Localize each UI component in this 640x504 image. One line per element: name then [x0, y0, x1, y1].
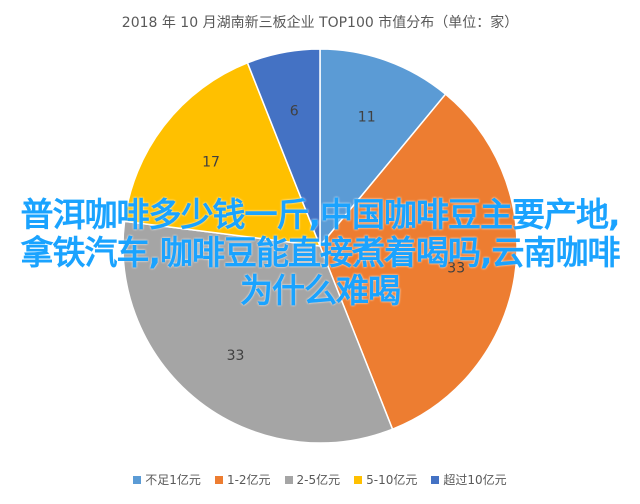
data-label: 11: [358, 109, 376, 125]
legend-item: 不足1亿元: [133, 471, 201, 488]
legend-item: 1-2亿元: [214, 471, 271, 488]
data-label: 33: [227, 348, 245, 364]
legend-label: 超过10亿元: [443, 473, 507, 487]
slice-5-10: [123, 61, 322, 247]
data-label: 17: [202, 154, 220, 170]
legend-swatch: [431, 475, 440, 484]
legend-item: 2-5亿元: [284, 471, 341, 488]
data-label: 33: [447, 261, 465, 277]
slice-under-1: [319, 48, 447, 249]
legend-label: 5-10亿元: [366, 473, 418, 487]
legend-label: 2-5亿元: [296, 473, 341, 487]
pie-chart: 11 33 33 17 6: [122, 48, 518, 444]
chart-title: 2018 年 10 月湖南新三板企业 TOP100 市值分布（单位：家）: [121, 15, 519, 31]
slice-over-10: [246, 48, 321, 247]
slice-2-5: [122, 220, 394, 444]
legend-label: 1-2亿元: [226, 473, 271, 487]
legend-item: 5-10亿元: [354, 471, 417, 488]
legend-swatch: [284, 475, 293, 484]
data-label: 6: [290, 104, 299, 120]
slice-1-2: [319, 93, 518, 431]
legend-label: 不足1亿元: [145, 473, 201, 487]
legend: 不足1亿元 1-2亿元 2-5亿元 5-10亿元 超过10亿元: [0, 471, 640, 488]
legend-swatch: [354, 475, 363, 484]
overlay-text: 普洱咖啡多少钱一斤,中国咖啡豆主要产地,拿铁汽车,咖啡豆能直接煮着喝吗,云南咖啡…: [20, 195, 620, 310]
legend-swatch: [214, 475, 223, 484]
legend-swatch: [133, 475, 142, 484]
legend-item: 超过10亿元: [431, 471, 507, 488]
